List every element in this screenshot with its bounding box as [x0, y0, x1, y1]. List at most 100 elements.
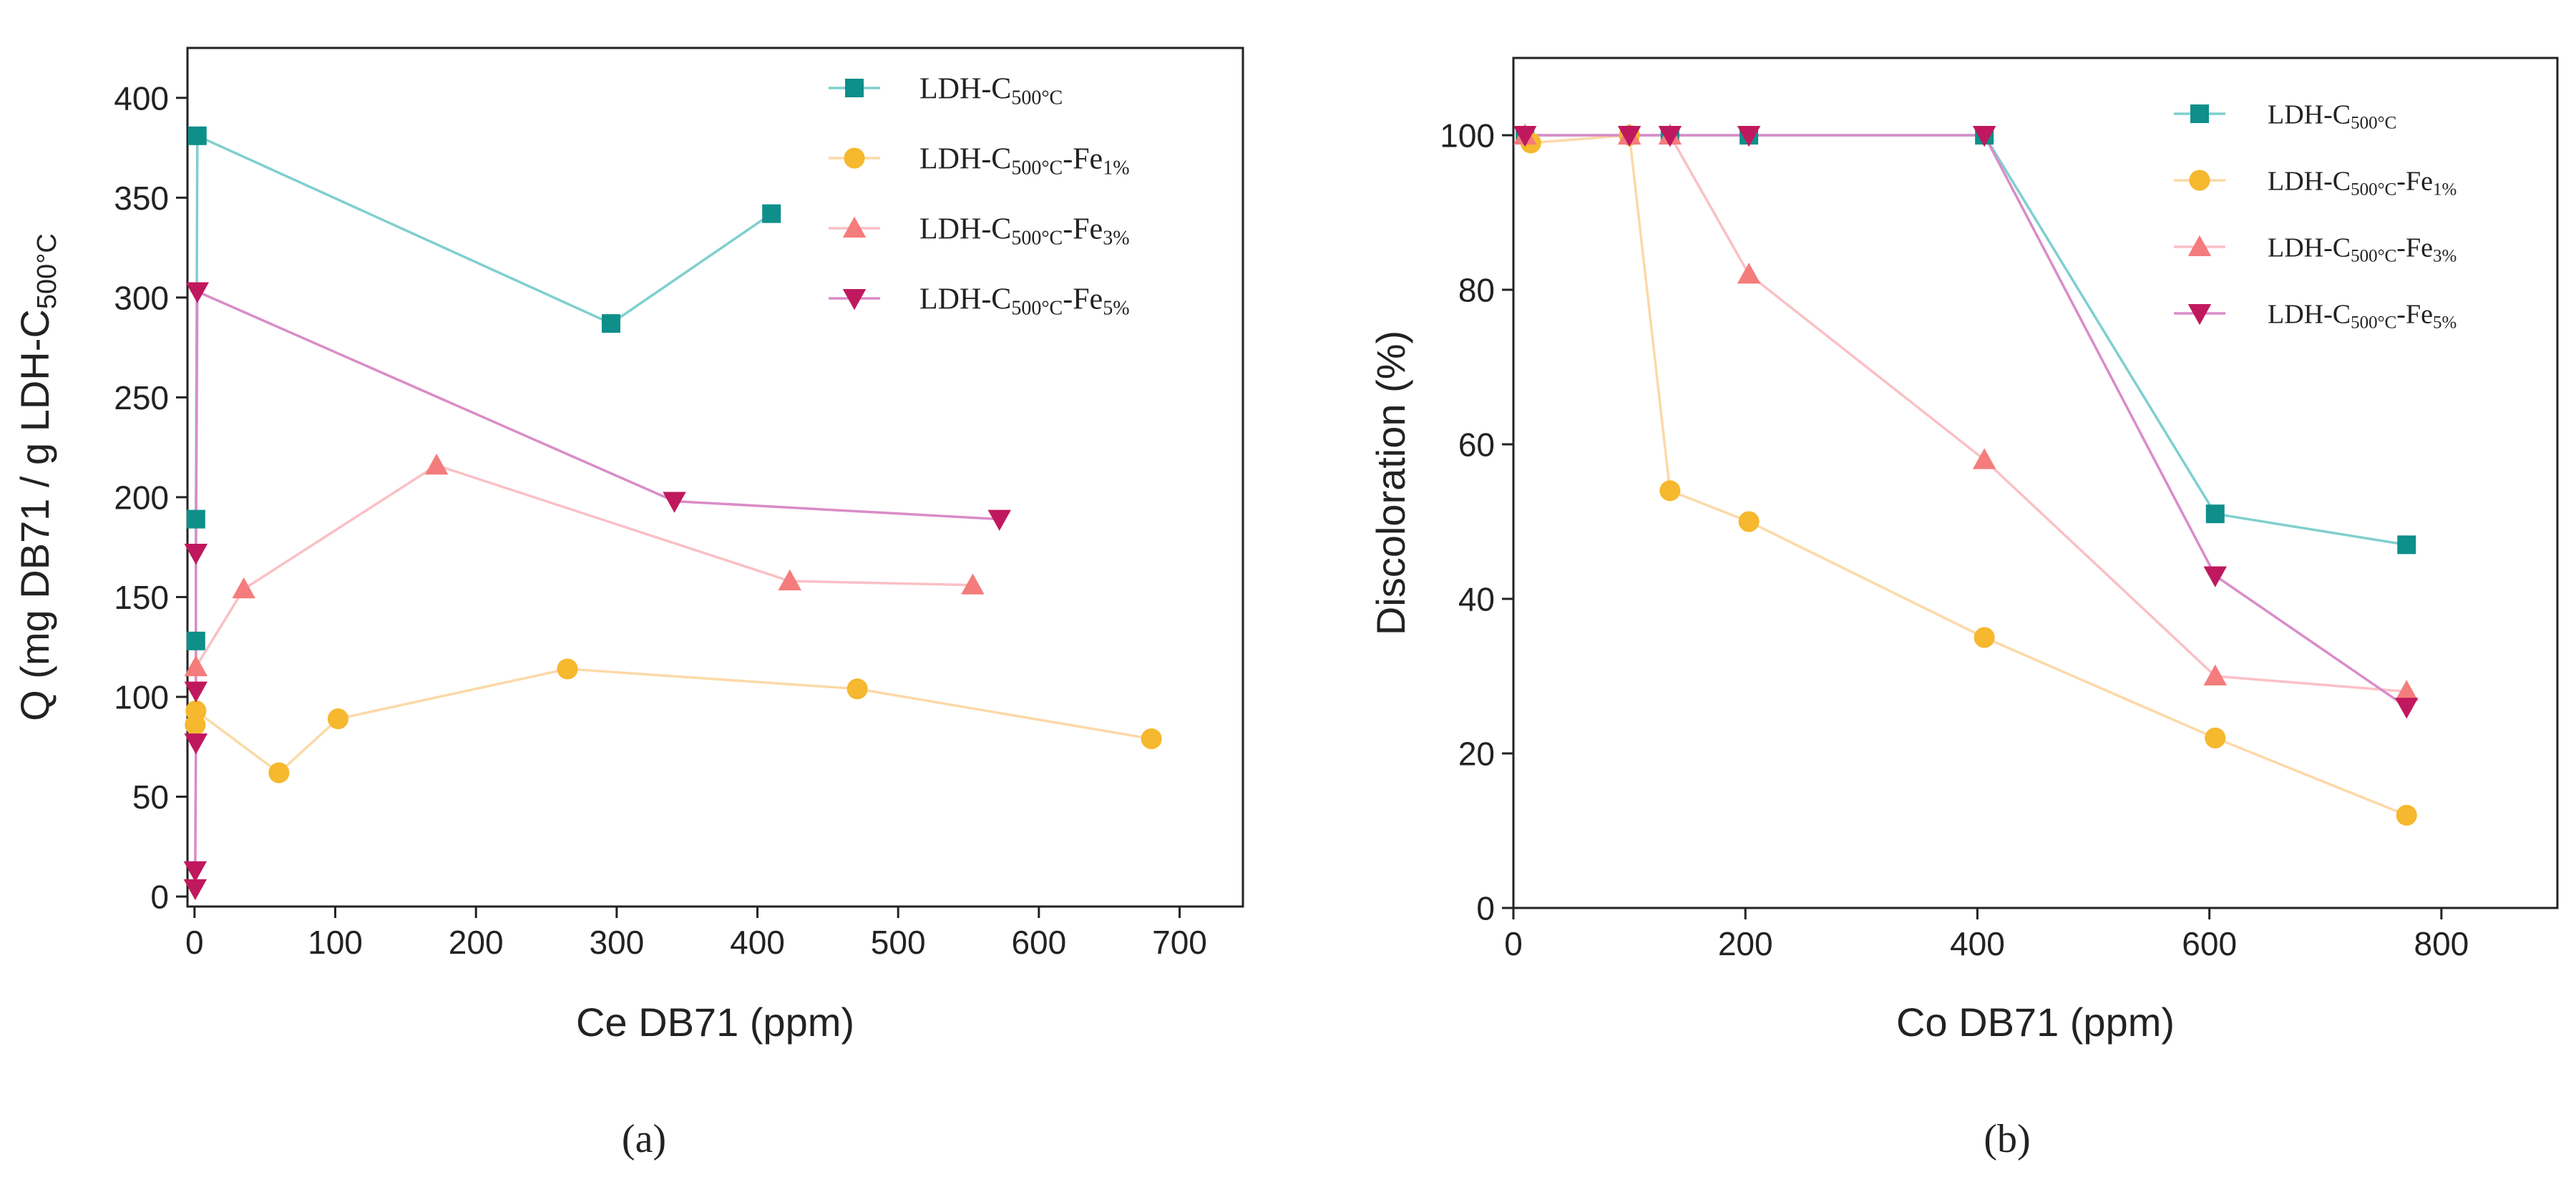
panel-b-plot-frame	[1512, 57, 2559, 909]
chart-panel-a: 0 100 200 300 400 500 600 700 0 50 100 150 200 250 300…	[12, 47, 1244, 1045]
panel-a-series-3-point	[184, 655, 208, 677]
panel-a-x-tick-label: 100	[308, 924, 363, 961]
panel-b-series-4-point	[1972, 126, 1996, 147]
panel-a-series-4-point	[987, 509, 1012, 531]
panel-b-series-4-point	[1617, 126, 1641, 147]
panel-a-x-tick-label: 500	[871, 924, 926, 961]
panel-a-y-tick-label: 250	[114, 379, 169, 416]
panel-b-series-4-point	[2203, 566, 2228, 587]
panel-b-series-4-line	[1525, 134, 2408, 708]
panel-a-series-3-point	[232, 577, 255, 599]
panel-b-y-tick-label: 100	[1440, 117, 1495, 155]
panel-a-x-tick-label: 600	[1011, 924, 1066, 961]
panel-a-legend-label-1: LDH-C500°C​	[919, 73, 1063, 109]
panel-a-y-tick-label: 0	[150, 879, 169, 916]
panel-b-series-1-point	[2397, 535, 2416, 555]
panel-b-series-4-point	[1658, 126, 1682, 147]
panel-b-x-tick-label: 600	[2182, 925, 2237, 962]
panel-a-series-2-point	[1141, 728, 1162, 750]
panel-a-plot-frame	[186, 47, 1244, 908]
panel-b-legend-marker-3	[2187, 235, 2212, 256]
panel-b-series-4-point	[1737, 126, 1761, 147]
panel-b-x-tick-label: 800	[2414, 925, 2469, 962]
panel-b-caption: (b)	[1984, 1117, 2030, 1161]
panel-a-series-2-point	[557, 658, 578, 680]
panel-a-series-4-point	[183, 861, 208, 883]
panel-b-y-tick-label: 60	[1458, 426, 1495, 464]
panel-a-series-4-point	[184, 681, 208, 703]
panel-a-series-4-line	[194, 289, 1000, 889]
panel-a-series-1-point	[186, 631, 205, 650]
panel-b-y-tick-label: 40	[1458, 581, 1495, 618]
panel-b-series-2-point	[2396, 804, 2417, 826]
panel-b-x-tick-label: 0	[1504, 925, 1523, 962]
panel-a-series-4-point	[184, 733, 208, 755]
panel-a-series-3-point	[961, 573, 985, 595]
panel-a-series-4-point	[663, 492, 686, 513]
panel-b-legend-label-4: LDH-C500°C​-Fe5%​	[2268, 299, 2457, 332]
panel-b-series-4-point	[1513, 126, 1537, 147]
chart-panel-b: 0 200 400 600 800 0 20 40 60 80 100 Co DB71 (ppm) Di…	[1368, 57, 2559, 1045]
panel-a-series-3-point	[778, 569, 801, 591]
panel-a-legend-marker-4	[842, 289, 867, 311]
panel-a-y-tick-label: 300	[114, 279, 169, 316]
panel-a-series-2-point	[847, 678, 868, 700]
panel-a-legend-label-4: LDH-C500°C​-Fe5%​	[919, 283, 1130, 320]
panel-b-y-tick-label: 0	[1476, 890, 1495, 927]
panel-a-y-tick-label: 350	[114, 180, 169, 217]
panel-b-series-1-line	[1525, 134, 2407, 547]
panel-a-x-tick-label: 0	[185, 924, 204, 961]
panel-a-legend-marker-3	[842, 216, 867, 238]
panel-a-y-tick-label: 100	[114, 679, 169, 716]
panel-a-x-tick-label: 400	[730, 924, 785, 961]
panel-a-y-tick-label: 400	[114, 79, 169, 117]
panel-a-x-axis-label: Ce DB71 (ppm)	[576, 1000, 854, 1045]
panel-b-y-tick-label: 80	[1458, 272, 1495, 309]
panel-a-legend-marker-1	[845, 79, 864, 97]
panel-b-y-tick-label: 20	[1458, 736, 1495, 773]
panel-a-x-tick-label: 700	[1152, 924, 1207, 961]
panel-b-x-tick-label: 400	[1950, 925, 2005, 962]
panel-a-legend-label-3: LDH-C500°C​-Fe3%​	[919, 213, 1130, 250]
panel-a-series-2-point	[327, 708, 348, 730]
panel-b-legend-marker-2	[2189, 170, 2210, 191]
panel-a-x-tick-label: 300	[589, 924, 644, 961]
panel-a-series-1-point	[601, 314, 620, 333]
panel-a-series-1-point	[187, 126, 207, 145]
panel-b-series-3-point	[2203, 664, 2228, 685]
panel-b-legend-label-2: LDH-C500°C​-Fe1%​	[2268, 166, 2457, 199]
panel-b-legend-label-3: LDH-C500°C​-Fe3%​	[2268, 233, 2457, 265]
panel-a-series-1-point	[186, 509, 205, 529]
panel-b-series-2-point	[2205, 727, 2226, 748]
panel-a-x-tick-label: 200	[449, 924, 504, 961]
panel-b-series-3-point	[1972, 448, 1996, 469]
panel-b-legend-label-1: LDH-C500°C​	[2268, 99, 2396, 132]
panel-a-y-axis-label: Q (mg DB71 / g LDH-C500°C​	[12, 233, 62, 721]
panel-a-series-2-point	[268, 762, 290, 783]
panel-b-series-4-point	[2395, 698, 2419, 719]
panel-b-x-tick-label: 200	[1718, 925, 1773, 962]
panel-b-series-2-point	[1738, 511, 1760, 532]
panel-a-series-3-point	[424, 454, 449, 475]
panel-a-series-4-point	[183, 879, 208, 901]
panel-a-series-4-point	[185, 282, 210, 303]
panel-b-x-axis-label: Co DB71 (ppm)	[1896, 1000, 2175, 1045]
panel-b-y-axis-label: Discoloration (%)	[1368, 331, 1413, 635]
panel-a-series-4-point	[184, 544, 208, 565]
panel-a-legend-label-2: LDH-C500°C​-Fe1%​	[919, 143, 1130, 180]
panel-a-series-2-point	[185, 700, 207, 722]
panel-b-series-2-point	[1659, 480, 1681, 502]
panel-b-series-2-point	[1974, 627, 1995, 648]
panel-b-series-3-point	[2395, 680, 2419, 701]
panel-a-y-tick-label: 150	[114, 579, 169, 616]
panel-b-series-3-point	[1737, 263, 1761, 284]
panel-b-legend-marker-1	[2190, 104, 2209, 123]
panel-b-series-1-point	[2205, 504, 2225, 524]
panel-a-legend-marker-2	[844, 147, 865, 169]
panel-b-legend-marker-4	[2187, 304, 2212, 326]
panel-a-y-tick-label: 50	[132, 778, 169, 816]
panel-a-series-1-point	[762, 204, 781, 223]
panel-a-series-3-line	[195, 464, 973, 668]
panel-b-series-3-line	[1525, 134, 2407, 693]
